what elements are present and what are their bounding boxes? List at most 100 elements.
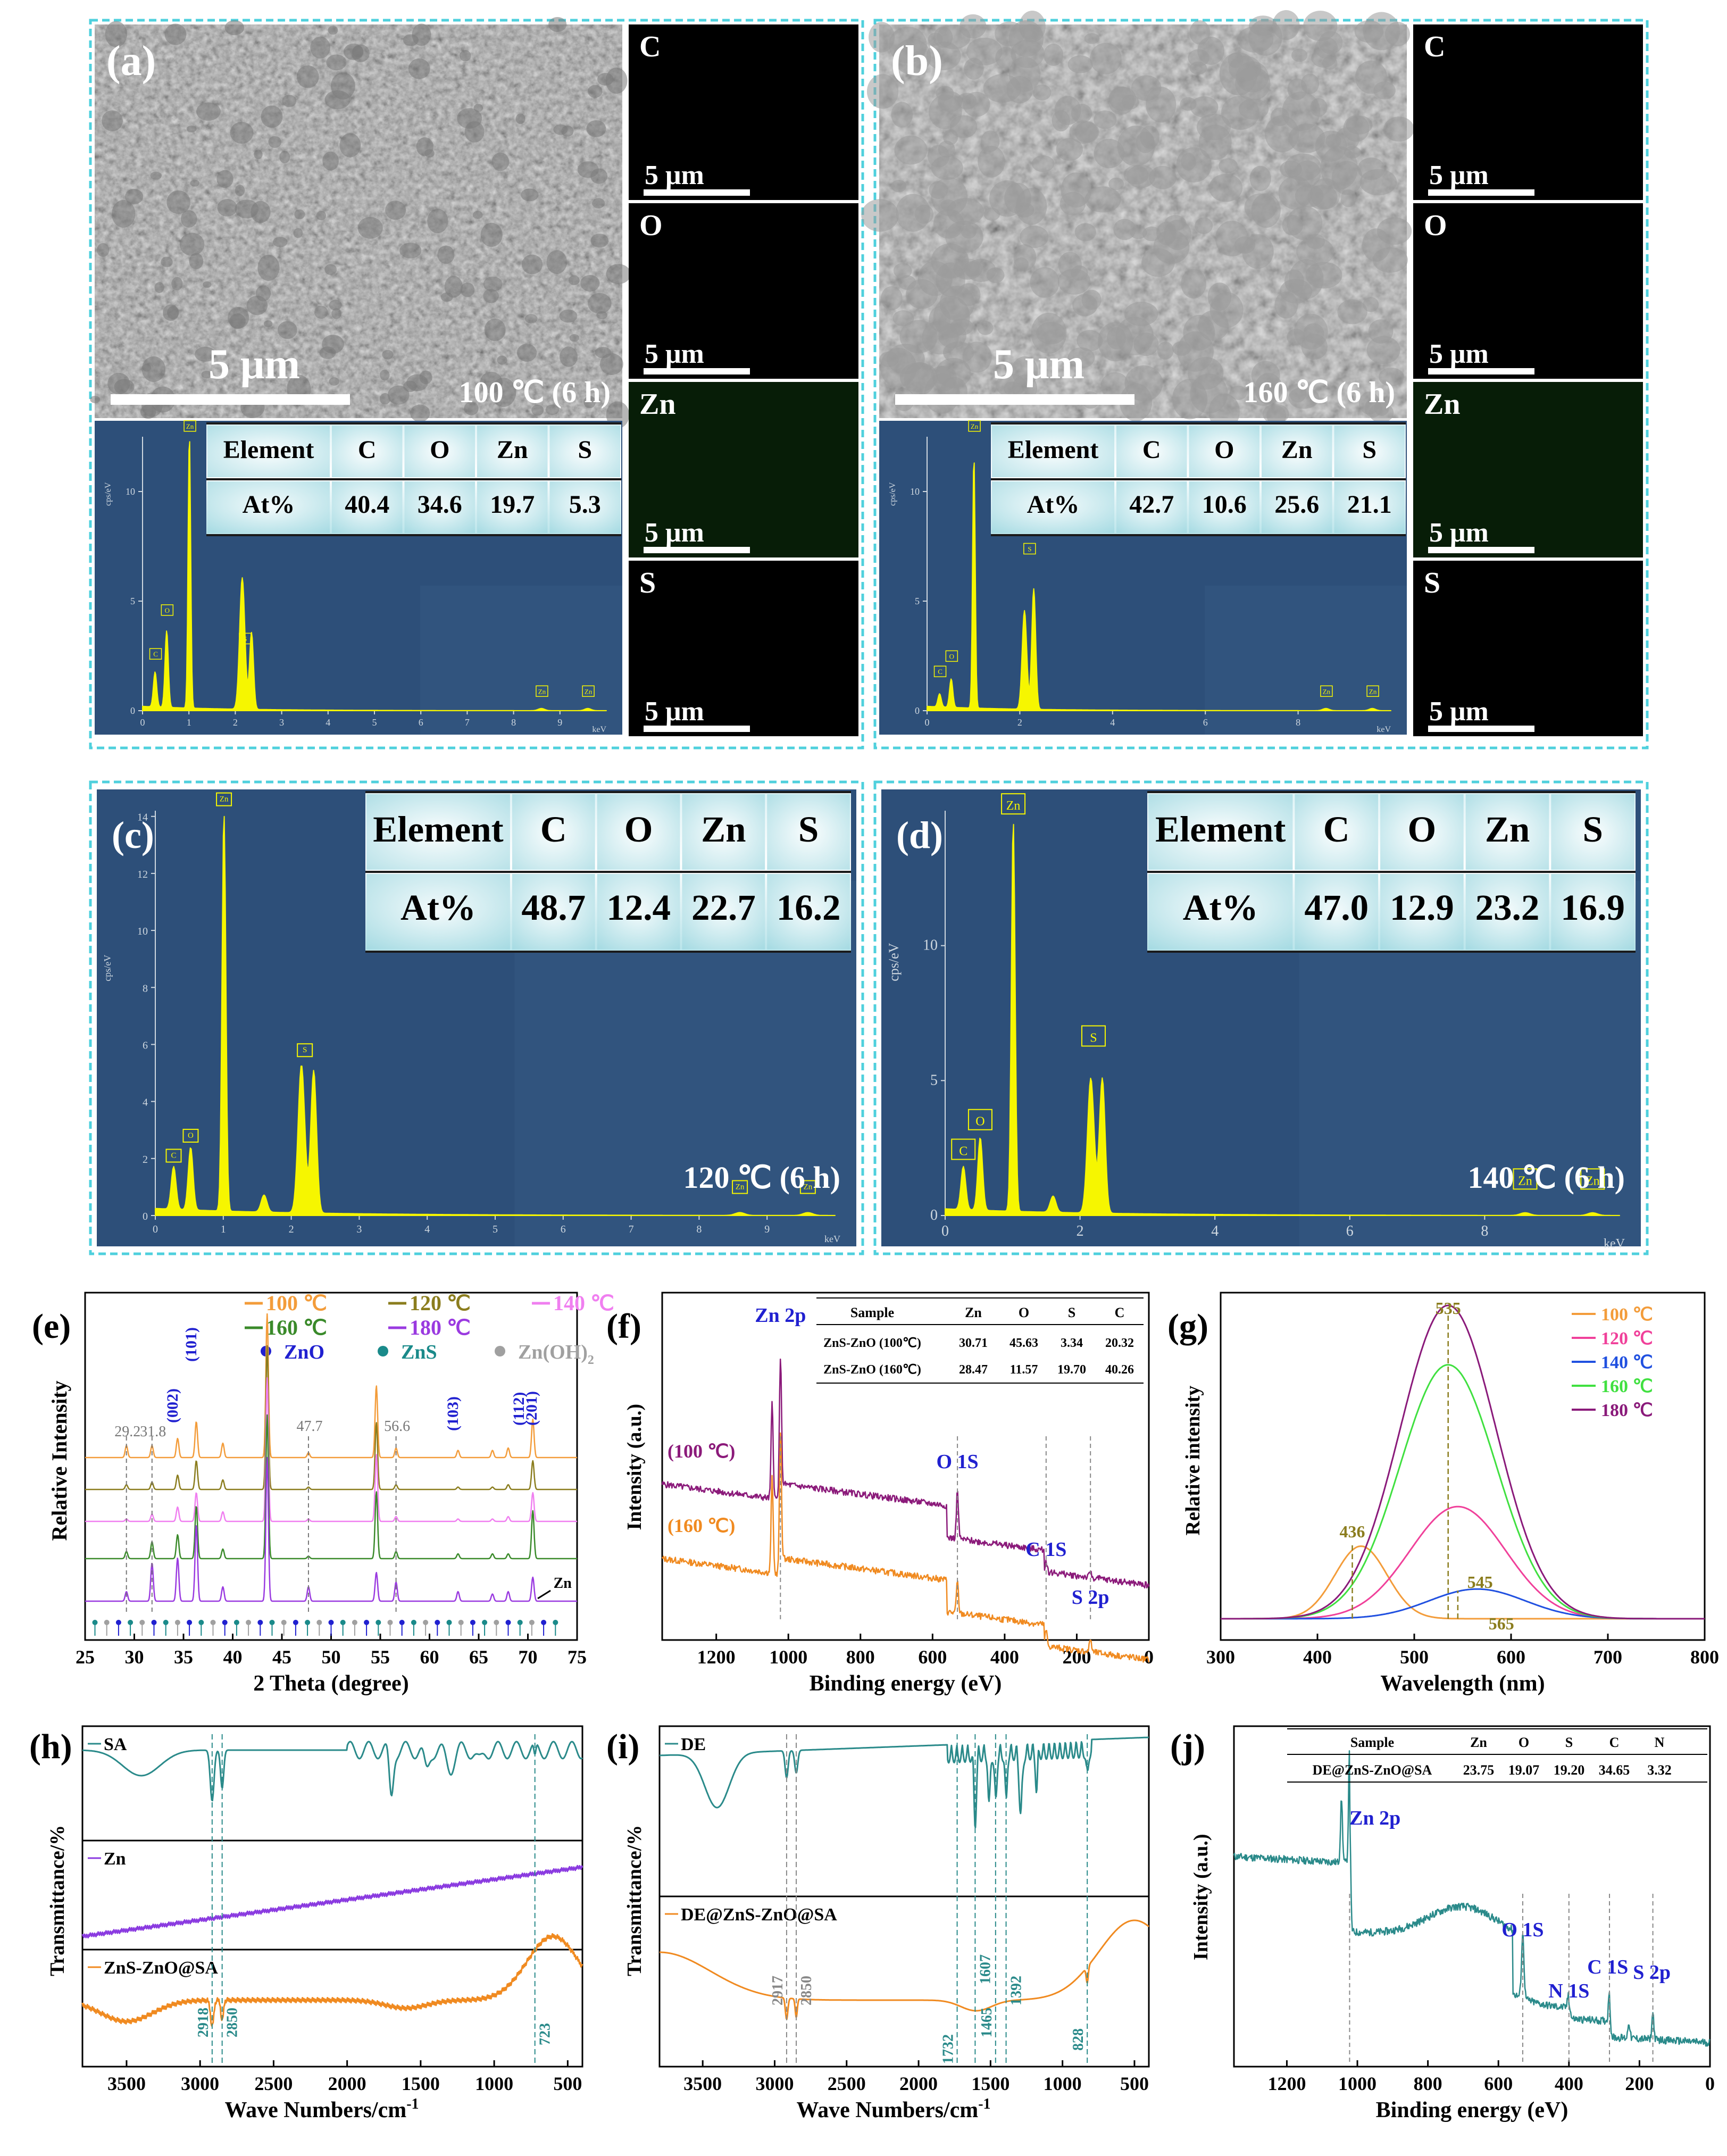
table-header: O [1019,1305,1029,1320]
sem-grain [869,22,895,53]
reference-dot [387,1620,393,1625]
plot-frame [84,1292,578,1641]
eds-y-tick-label: 5 [915,596,920,606]
sem-grain [316,211,327,221]
sem-grain [293,228,303,238]
eds-peak-box [968,420,981,432]
sem-grain [1289,383,1307,403]
eds-x-tick-label: 5 [372,717,377,728]
table-header: S [1582,809,1603,850]
map-speckle [1413,382,1643,557]
sem-grain [521,254,543,274]
sem-grain [444,276,463,298]
eds-peak-label: O [188,1131,194,1140]
band-label: 2850 [798,1976,815,2005]
table-cell [1148,794,1293,870]
table-cell [1295,874,1379,950]
map-scale-label: 5 μm [1429,160,1489,190]
table-cell [1189,481,1259,533]
x-tick-label: 400 [990,1646,1019,1668]
sem-grain [195,346,216,362]
sem-grain [546,250,568,274]
eds-x-tick-label: 7 [465,717,470,728]
table-header: C [1142,436,1161,464]
map-scale-label: 5 μm [645,160,704,190]
sem-grain [382,349,394,360]
eds-y-tick-label: 10 [923,937,938,954]
sem-grain [385,201,406,220]
reference-dot [305,1620,311,1625]
temperature-label: 120 ℃ (6 h) [683,1160,840,1195]
scale-bar [895,394,1134,405]
plot-frame [81,1725,583,2068]
y-axis-label: Intensity (a.u.) [623,1404,646,1530]
table-header: Sample [850,1305,894,1320]
sem-grain [1124,365,1163,402]
legend-label: 160 ℃ [1601,1377,1653,1396]
sem-grain [1287,328,1306,346]
sem-grain [978,146,1005,178]
x-tick-label: 600 [918,1646,947,1668]
sem-grain [329,299,342,311]
sem-grain [597,73,614,86]
sem-grain [201,371,212,379]
peak-label: C 1S [1587,1956,1628,1978]
sem-grain [1181,153,1196,171]
map-scale-bar [1428,189,1534,196]
table-cell [1116,426,1187,477]
sem-grain [1242,234,1274,269]
element-map-zn: Zn 5 μm [1413,382,1643,557]
table-header: C [540,809,567,850]
eds-peak-label: Zn [220,795,229,804]
sem-grain [599,353,623,376]
eds-peak-box [182,1129,199,1143]
sem-grain [590,234,609,248]
sem-grain [196,102,221,121]
eds-peak-label: C [171,1152,176,1160]
band-label: 1732 [940,2034,957,2064]
eds-x-tick-label: 5 [493,1223,498,1235]
sem-grain [1219,158,1238,173]
sem-grain [186,125,197,132]
map-speckle [629,561,858,736]
eds-peak-box [149,648,162,660]
sem-grain [906,279,938,309]
sem-grain [1287,78,1307,101]
table-header: O [1519,1735,1529,1750]
table-header: Zn [1485,809,1530,850]
sem-grain [1294,160,1321,187]
sem-grain [464,402,479,415]
sem-grain [1337,299,1367,324]
table-header: S [1068,1305,1075,1320]
eds-peak-label: Zn [186,422,194,430]
sem-grain [964,57,984,80]
table-header: Zn [497,436,528,464]
sem-grain [577,161,599,178]
sem-grain [995,373,1027,397]
table-cell [207,426,330,477]
sem-grain [893,263,912,279]
eds-y-tick-label: 10 [137,926,148,937]
sem-grain [586,120,606,137]
sem-grain [926,41,961,71]
table-header: N [1655,1735,1665,1750]
eds-peak-box [1001,793,1026,815]
table-cell [992,426,1114,477]
sem-grain [497,355,507,365]
x-axis-label: Binding energy (eV) [810,1671,1002,1696]
eds-x-unit: keV [1604,1237,1625,1251]
sem-grain [1141,248,1175,277]
map-scale-bar [644,189,750,196]
eds-peak-label: O [975,1115,985,1129]
sem-grain [938,323,966,348]
sem-grain [583,396,596,409]
map-scale-label: 5 μm [1429,339,1489,369]
reference-dot [553,1620,558,1625]
sem-grain [580,274,600,292]
x-tick-label: 35 [174,1646,193,1668]
eds-y-label: cps/eV [102,955,113,981]
eds-peak-box [536,685,548,697]
sem-grain [324,264,337,275]
map-scale-label: 5 μm [645,518,704,548]
table-cell [549,481,620,533]
